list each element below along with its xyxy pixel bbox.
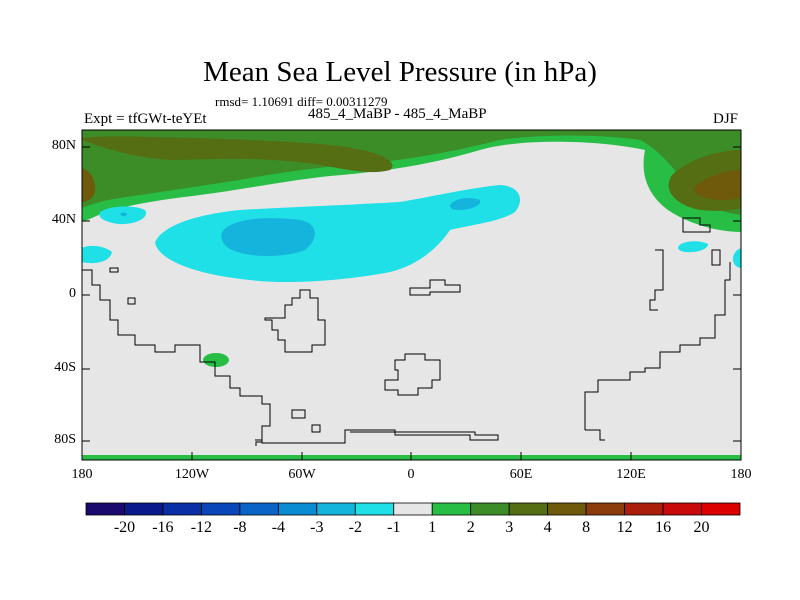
colorbar xyxy=(85,502,741,516)
colorbar-swatch xyxy=(239,502,279,516)
colorbar-swatch xyxy=(585,502,625,516)
colorbar-swatch xyxy=(431,502,472,516)
y-tick-label: 0 xyxy=(69,286,76,301)
colorbar-label: 1 xyxy=(428,519,437,536)
x-tick-label: 120E xyxy=(616,467,646,482)
colorbar-label: -16 xyxy=(152,519,174,536)
x-tick-label: 60E xyxy=(509,467,533,482)
x-tick-label: 0 xyxy=(407,467,415,482)
x-tick-label: 120W xyxy=(174,467,210,482)
contour-positive-8-right xyxy=(694,170,741,200)
colorbar-label: 4 xyxy=(543,519,552,536)
x-tick-label: 60W xyxy=(288,467,316,482)
colorbar-swatch xyxy=(162,502,202,516)
y-tick-label: 80N xyxy=(51,138,76,153)
contour-negative-2-atlantic xyxy=(450,197,481,210)
contour-negative-2-west xyxy=(120,212,127,217)
colorbar-swatch xyxy=(508,502,549,516)
y-tick-label: 40N xyxy=(51,212,76,227)
contour-positive-8-left xyxy=(82,168,96,202)
season-label: DJF xyxy=(713,111,739,127)
axis-ticks xyxy=(82,146,741,460)
colorbar-swatch xyxy=(201,502,241,516)
colorbar-label: -2 xyxy=(348,519,362,536)
colorbar-swatch xyxy=(85,502,125,516)
colorbar-swatch xyxy=(316,502,356,516)
colorbar-label: 12 xyxy=(616,519,633,536)
contour-negative-2-pacific xyxy=(221,218,315,256)
colorbar-swatch xyxy=(124,502,164,516)
colorbar-swatch xyxy=(470,502,510,516)
colorbar-swatch xyxy=(662,502,702,516)
contour-negative-1-pacific xyxy=(155,185,520,283)
experiment-label: Expt = tfGWt-teYEt xyxy=(84,111,207,127)
colorbar-label: -1 xyxy=(387,519,401,536)
coastlines xyxy=(82,217,731,446)
subtitle-label: 485_4_MaBP - 485_4_MaBP xyxy=(308,106,487,122)
colorbar-label: -8 xyxy=(233,519,247,536)
contour-positive-2-south xyxy=(203,353,229,367)
page-title: Mean Sea Level Pressure (in hPa) xyxy=(203,56,597,88)
colorbar-label: 2 xyxy=(466,519,475,536)
colorbar-label: -20 xyxy=(113,519,136,536)
x-tick-label: 180 xyxy=(71,467,93,482)
colorbar-swatch xyxy=(354,502,395,516)
colorbar-swatch xyxy=(624,502,664,516)
colorbar-label: 8 xyxy=(582,519,591,536)
colorbar-swatch xyxy=(393,502,433,516)
colorbar-label: -3 xyxy=(310,519,324,536)
colorbar-label: 20 xyxy=(693,519,710,536)
y-tick-label: 40S xyxy=(54,360,76,375)
colorbar-label: -12 xyxy=(190,519,213,536)
contour-positive-4-left xyxy=(82,136,393,173)
colorbar-label: -4 xyxy=(271,519,286,536)
colorbar-swatch xyxy=(277,502,318,516)
contour-negative-1-right-edge xyxy=(732,248,741,268)
contour-negative-1-left-edge xyxy=(82,245,112,264)
colorbar-swatch xyxy=(701,502,741,516)
colorbar-label: 3 xyxy=(505,519,514,536)
y-tick-label: 80S xyxy=(54,432,76,447)
stats-label: rmsd= 1.10691 diff= 0.00311279 xyxy=(215,94,388,109)
x-tick-label: 180 xyxy=(730,467,752,482)
colorbar-label: 16 xyxy=(655,519,672,536)
colorbar-swatch xyxy=(547,502,587,516)
contour-negative-1-east xyxy=(678,241,708,253)
